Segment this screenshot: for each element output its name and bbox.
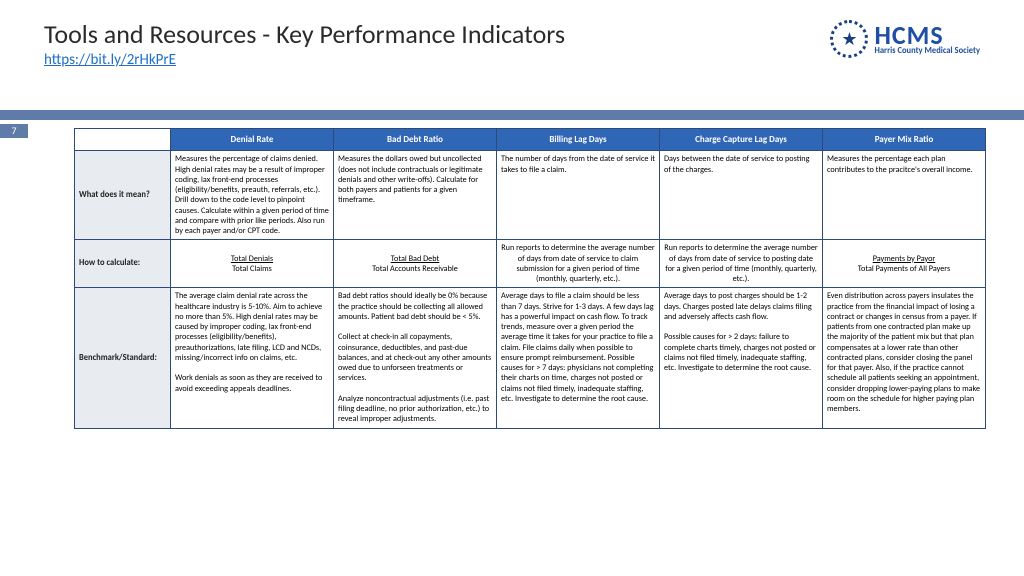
col-billing-lag: Billing Lag Days bbox=[497, 129, 660, 151]
cell: Even distribution across payers insulate… bbox=[823, 288, 986, 428]
cell: Run reports to determine the average num… bbox=[497, 240, 660, 288]
table-row: Benchmark/Standard: The average claim de… bbox=[75, 288, 986, 428]
col-charge-lag: Charge Capture Lag Days bbox=[660, 129, 823, 151]
cell: Measures the percentage each plan contri… bbox=[823, 151, 986, 240]
accent-bar bbox=[0, 110, 1024, 120]
cell: Average days to file a claim should be l… bbox=[497, 288, 660, 428]
source-link[interactable]: https://bit.ly/2rHkPrE bbox=[44, 51, 176, 69]
row-label-bench: Benchmark/Standard: bbox=[75, 288, 171, 428]
col-bad-debt: Bad Debt Ratio bbox=[334, 129, 497, 151]
logo-sub-text: Harris County Medical Society bbox=[874, 47, 980, 55]
cell: Total Bad DebtTotal Accounts Receivable bbox=[334, 240, 497, 288]
page-title: Tools and Resources - Key Performance In… bbox=[44, 20, 830, 49]
col-denial-rate: Denial Rate bbox=[171, 129, 334, 151]
cell: Total DenialsTotal Claims bbox=[171, 240, 334, 288]
org-logo: ★ HCMS Harris County Medical Society bbox=[830, 20, 980, 58]
col-payer-mix: Payer Mix Ratio bbox=[823, 129, 986, 151]
logo-main-text: HCMS bbox=[874, 23, 980, 48]
page-number: 7 bbox=[0, 124, 28, 138]
seal-icon: ★ bbox=[830, 20, 868, 58]
table-row: How to calculate: Total DenialsTotal Cla… bbox=[75, 240, 986, 288]
cell: Run reports to determine the average num… bbox=[660, 240, 823, 288]
cell: The number of days from the date of serv… bbox=[497, 151, 660, 240]
cell: Average days to post charges should be 1… bbox=[660, 288, 823, 428]
cell: Days between the date of service to post… bbox=[660, 151, 823, 240]
cell: The average claim denial rate across the… bbox=[171, 288, 334, 428]
table-corner bbox=[75, 129, 171, 151]
cell: Measures the percentage of claims denied… bbox=[171, 151, 334, 240]
cell: Bad debt ratios should ideally be 0% bec… bbox=[334, 288, 497, 428]
kpi-table: Denial Rate Bad Debt Ratio Billing Lag D… bbox=[74, 128, 986, 429]
row-label-mean: What does it mean? bbox=[75, 151, 171, 240]
cell: Payments by PayorTotal Payments of All P… bbox=[823, 240, 986, 288]
row-label-calc: How to calculate: bbox=[75, 240, 171, 288]
cell: Measures the dollars owed but uncollecte… bbox=[334, 151, 497, 240]
table-row: What does it mean? Measures the percenta… bbox=[75, 151, 986, 240]
